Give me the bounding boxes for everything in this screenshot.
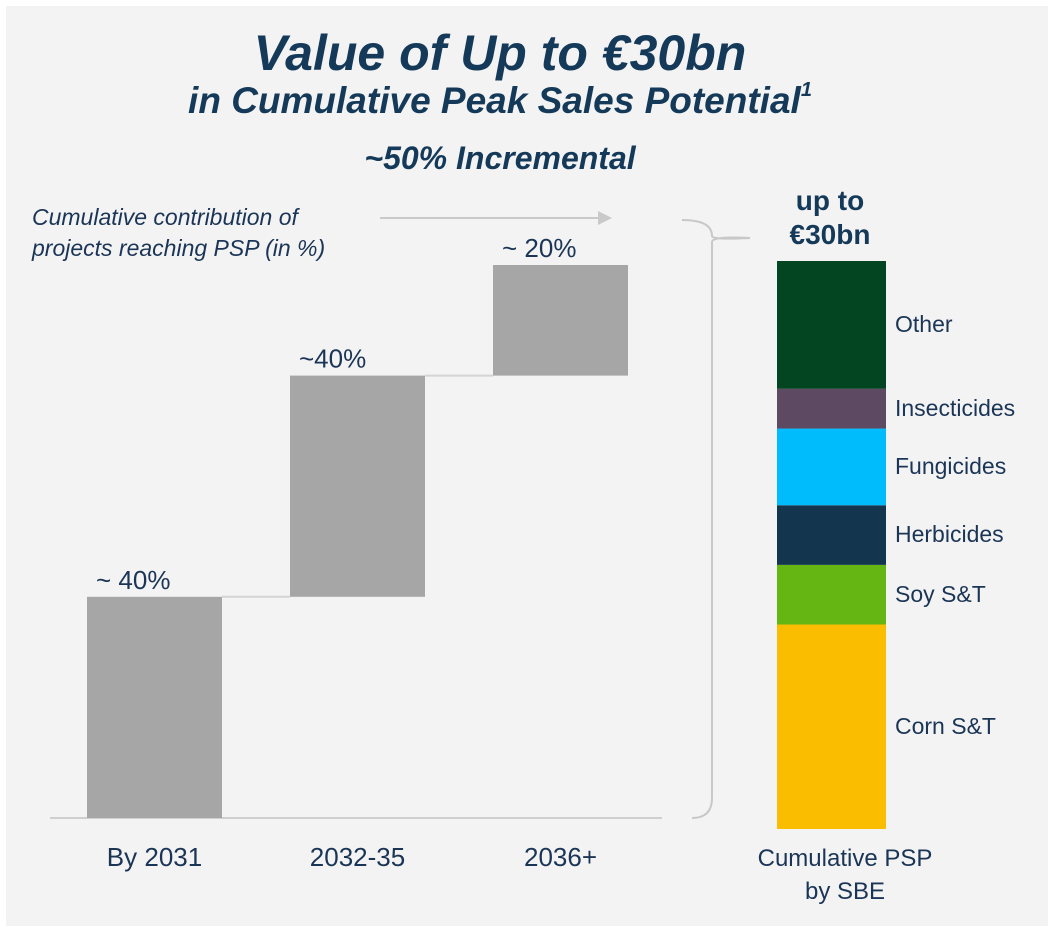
stack-segment	[777, 388, 886, 429]
waterfall-bar	[493, 265, 628, 376]
stack-total-line-1: up to	[795, 185, 865, 216]
waterfall-data-label: ~ 40%	[96, 565, 170, 595]
x-tick-label: By 2031	[107, 842, 202, 872]
arrow-head-icon	[598, 211, 612, 225]
stack-segment	[777, 261, 886, 389]
stack-segment	[777, 428, 886, 506]
annotation-note: Cumulative contribution of projects reac…	[32, 202, 325, 264]
slide-tagline: ~50% Incremental	[364, 140, 636, 176]
stack-caption: Cumulative PSP by SBE	[720, 842, 970, 908]
segment-label: Insecticides	[895, 394, 1016, 421]
stack-caption-line-2: by SBE	[804, 878, 886, 905]
segment-label: Fungicides	[895, 452, 1007, 479]
stack-segment	[777, 505, 886, 565]
annotation-line-1: Cumulative contribution of	[32, 204, 298, 230]
waterfall-bar	[290, 375, 425, 597]
stack-total-line-2: €30bn	[789, 219, 871, 250]
waterfall-bar	[87, 596, 222, 818]
x-tick-label: 2032-35	[310, 842, 405, 872]
slide-title: Value of Up to €30bn	[253, 25, 747, 81]
x-tick-label: 2036+	[524, 842, 597, 872]
slide-subtitle: in Cumulative Peak Sales Potential1	[0, 78, 1000, 122]
subtitle-text: in Cumulative Peak Sales Potential	[188, 80, 801, 121]
segment-label: Other	[895, 310, 953, 337]
stack-caption-line-1: Cumulative PSP	[757, 845, 933, 872]
stack-segment	[777, 564, 886, 625]
annotation-line-2: projects reaching PSP (in %)	[32, 235, 326, 261]
waterfall-chart: ~ 40% By 2031 ~40% 2032-35 ~ 20% 2036+	[87, 233, 628, 872]
segment-label: Soy S&T	[895, 580, 986, 607]
segment-label: Herbicides	[895, 521, 1004, 548]
waterfall-data-label: ~ 20%	[502, 233, 576, 263]
stacked-bar-chart	[777, 261, 886, 829]
waterfall-data-label: ~40%	[299, 344, 366, 374]
footnote-marker: 1	[800, 78, 812, 101]
stack-segment	[777, 624, 886, 829]
stack-total-label: up to €30bn	[760, 184, 900, 252]
brace-icon	[681, 219, 751, 819]
segment-label: Corn S&T	[895, 712, 996, 739]
